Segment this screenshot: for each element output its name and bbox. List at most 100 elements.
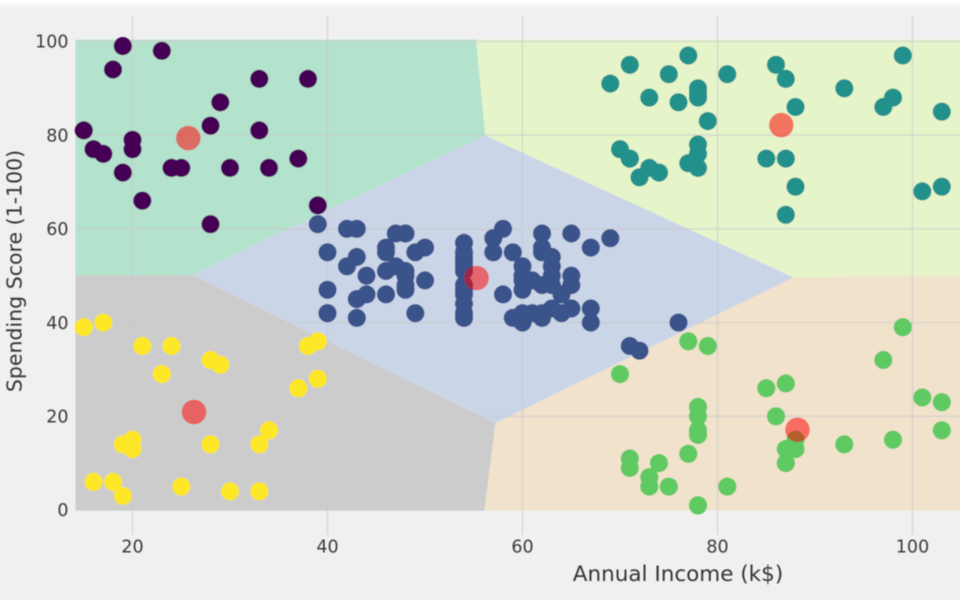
data-point	[308, 215, 327, 234]
data-point	[259, 158, 279, 177]
data-point	[318, 304, 337, 323]
data-point	[172, 477, 191, 496]
data-point	[669, 313, 688, 332]
data-point	[932, 421, 951, 440]
centroid-marker	[769, 112, 794, 138]
data-point	[123, 130, 142, 149]
data-point	[932, 393, 951, 412]
data-point	[211, 93, 230, 112]
data-point	[932, 102, 951, 121]
data-point	[786, 97, 805, 117]
data-point	[883, 88, 903, 107]
data-point	[347, 247, 366, 267]
y-tick-label: 40	[46, 314, 68, 334]
data-point	[103, 472, 123, 491]
centroid-marker	[176, 125, 201, 151]
data-point	[318, 280, 337, 299]
data-point	[688, 425, 708, 445]
x-tick-label: 40	[316, 538, 338, 558]
data-point	[74, 318, 93, 337]
data-point	[688, 407, 708, 426]
data-point	[698, 112, 717, 131]
data-point	[133, 191, 152, 210]
data-point	[640, 88, 659, 107]
data-point	[133, 336, 152, 356]
data-point	[113, 486, 132, 505]
data-point	[259, 421, 279, 440]
y-tick-label: 60	[46, 220, 68, 240]
data-point	[913, 388, 932, 407]
x-tick-label: 20	[121, 538, 143, 558]
y-tick-labels: 0 20 40 60 80 100	[35, 33, 68, 522]
data-point	[454, 285, 474, 304]
data-point	[415, 238, 435, 257]
data-point	[649, 454, 669, 473]
data-point	[347, 219, 366, 238]
data-point	[396, 224, 415, 243]
y-tick-label: 20	[46, 407, 68, 427]
data-point	[562, 299, 581, 318]
data-point	[94, 144, 113, 163]
data-point	[620, 458, 639, 477]
data-point	[630, 341, 649, 360]
data-point	[640, 468, 659, 487]
region-low-spend-low-income	[75, 275, 496, 511]
data-point	[679, 444, 698, 463]
data-point	[610, 365, 630, 384]
data-point	[357, 266, 376, 285]
data-point	[308, 369, 327, 388]
data-point	[152, 365, 171, 384]
data-point	[659, 477, 678, 496]
data-point	[688, 83, 708, 102]
data-point	[766, 407, 786, 426]
data-point	[776, 205, 795, 224]
data-point	[757, 379, 776, 398]
data-point	[484, 243, 503, 262]
x-tick-labels: 20 40 60 80 100	[121, 538, 929, 558]
data-point	[581, 238, 600, 257]
data-point	[688, 158, 708, 177]
data-point	[718, 477, 737, 496]
data-point	[250, 69, 269, 88]
data-point	[581, 313, 600, 332]
data-point	[757, 149, 776, 168]
data-point	[396, 280, 415, 299]
data-point	[649, 163, 669, 182]
data-point	[415, 271, 435, 290]
data-point	[503, 243, 522, 262]
data-point	[113, 37, 132, 56]
data-point	[883, 430, 903, 449]
data-point	[201, 435, 220, 454]
region-high-spend-low-income	[75, 39, 486, 276]
data-point	[201, 215, 220, 234]
data-point	[893, 46, 912, 65]
data-point	[289, 379, 308, 398]
centroid-marker	[785, 417, 810, 443]
data-point	[776, 374, 795, 393]
data-point	[786, 177, 805, 196]
data-point	[581, 299, 600, 318]
centroid-marker	[181, 399, 207, 425]
data-point	[776, 69, 795, 88]
data-point	[84, 472, 103, 491]
data-point	[347, 308, 366, 327]
data-point	[766, 55, 786, 74]
data-point	[357, 285, 376, 304]
data-point	[776, 454, 795, 473]
data-points	[74, 37, 951, 515]
data-point	[669, 93, 688, 112]
data-point	[406, 304, 425, 323]
data-point	[562, 266, 581, 285]
data-point	[113, 163, 132, 182]
data-point	[74, 121, 93, 140]
data-point	[688, 496, 708, 515]
data-point	[220, 158, 240, 177]
data-point	[250, 121, 269, 140]
data-point	[532, 224, 552, 243]
data-point	[893, 318, 912, 337]
x-tick-label: 80	[706, 538, 728, 558]
data-point	[289, 149, 308, 168]
data-point	[123, 440, 142, 459]
data-point	[318, 243, 337, 262]
y-tick-label: 0	[57, 501, 68, 521]
